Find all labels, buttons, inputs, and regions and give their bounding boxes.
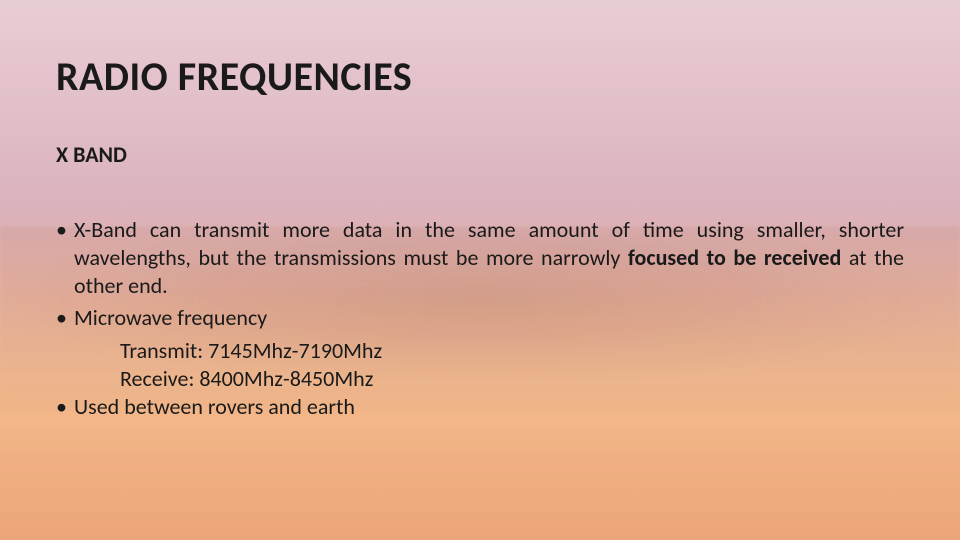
bullet-dot-icon: • <box>56 304 74 332</box>
bullet-item: • X-Band can transmit more data in the s… <box>56 216 904 300</box>
bullet-dot-icon: • <box>56 393 74 421</box>
slide-title: RADIO FREQUENCIES <box>56 52 904 101</box>
slide: RADIO FREQUENCIES X BAND • X-Band can tr… <box>0 0 960 540</box>
slide-body: • X-Band can transmit more data in the s… <box>56 216 904 421</box>
slide-subtitle: X BAND <box>56 141 904 168</box>
bullet-item: • Microwave frequency <box>56 304 904 332</box>
bullet-item: • Used between rovers and earth <box>56 393 904 421</box>
bullet-text: X-Band can transmit more data in the sam… <box>74 216 904 300</box>
bullet-text: Used between rovers and earth <box>74 393 904 421</box>
bullet-text: Microwave frequency <box>74 304 904 332</box>
sub-line: Receive: 8400Mhz-8450Mhz <box>56 365 904 393</box>
sub-line: Transmit: 7145Mhz-7190Mhz <box>56 337 904 365</box>
text-bold: focused to be received <box>628 244 841 271</box>
bullet-dot-icon: • <box>56 216 74 300</box>
